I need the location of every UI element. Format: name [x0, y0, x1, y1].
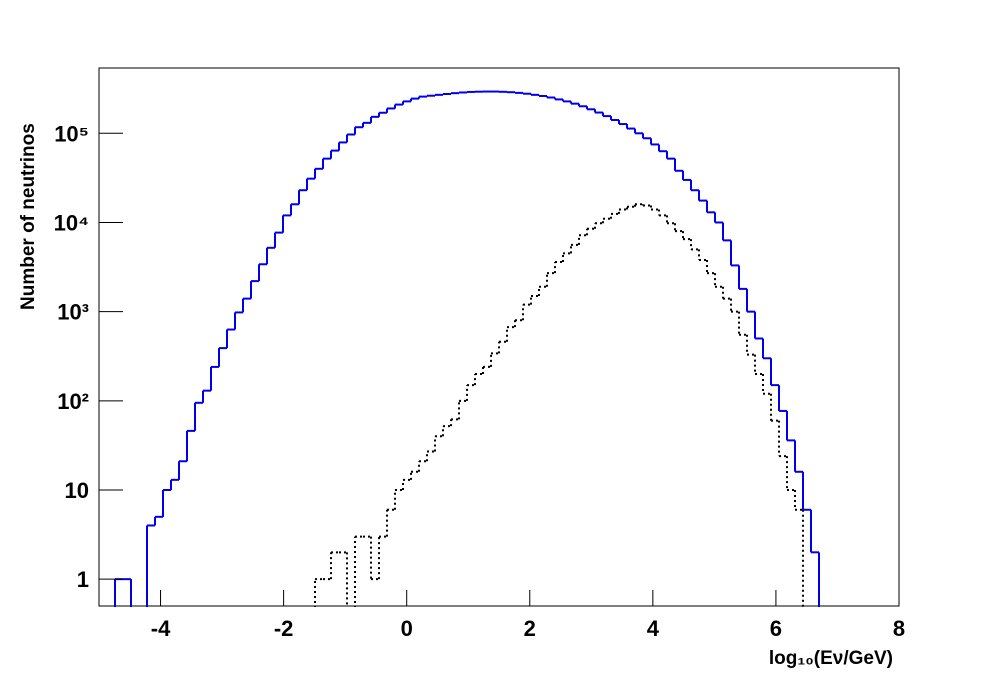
plot-frame	[98, 67, 900, 607]
y-tick-label: 1	[77, 567, 89, 592]
y-tick-label: 10	[65, 478, 89, 503]
x-tick-label: -2	[274, 616, 294, 641]
y-tick-label: 10²	[57, 389, 89, 414]
y-tick-label: 10³	[57, 300, 89, 325]
x-tick-label: 6	[770, 616, 782, 641]
x-tick-label: 2	[524, 616, 536, 641]
histogram-step	[114, 91, 820, 607]
x-axis-title: log₁₀(Eν/GeV)	[769, 648, 893, 669]
plot-area	[114, 90, 820, 607]
y-axis-title: Number of neutrinos	[18, 123, 39, 310]
x-tick-label: 4	[647, 616, 660, 641]
x-tick-label: 0	[401, 616, 413, 641]
x-tick-label: 8	[893, 616, 905, 641]
y-tick-label: 10⁴	[54, 210, 89, 235]
histogram-step	[314, 204, 804, 607]
x-tick-label: -4	[151, 616, 171, 641]
y-tick-label: 10⁵	[54, 121, 89, 146]
